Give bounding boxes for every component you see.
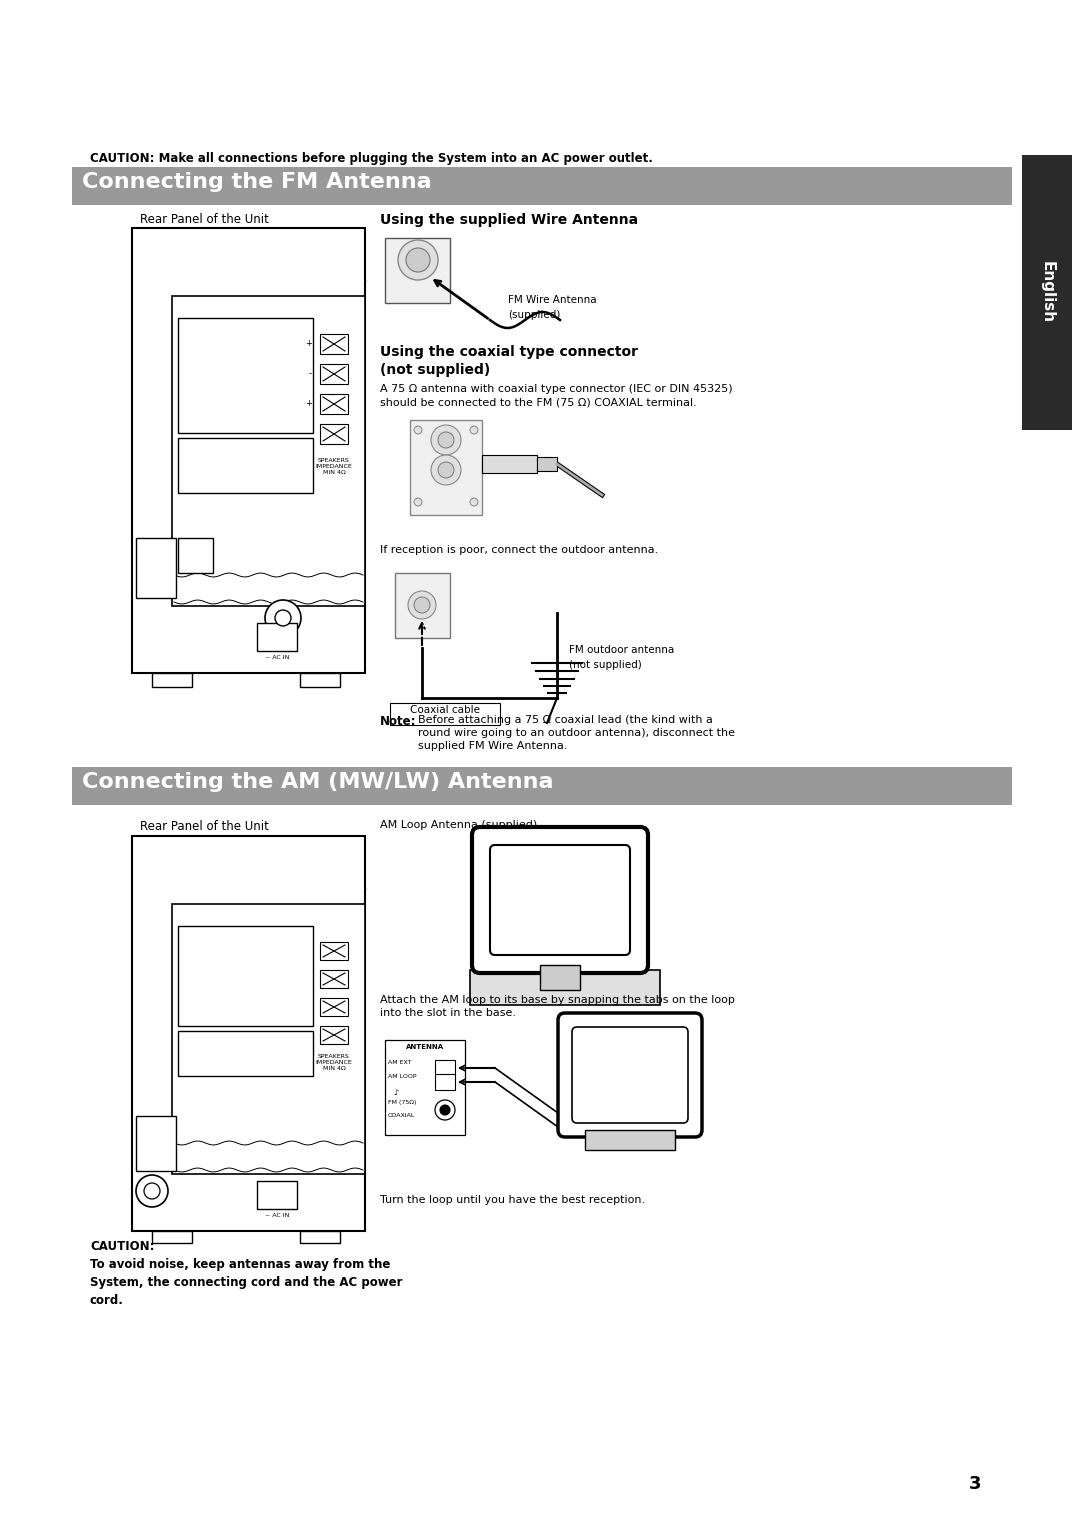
Bar xyxy=(172,904,365,1174)
Circle shape xyxy=(431,456,461,485)
Text: FM Wire Antenna: FM Wire Antenna xyxy=(508,295,596,304)
Text: COAXIAL: COAXIAL xyxy=(388,1113,416,1118)
Text: (not supplied): (not supplied) xyxy=(569,661,642,670)
Text: AM LOOP: AM LOOP xyxy=(388,1073,417,1079)
Text: AM Loop Antenna (supplied): AM Loop Antenna (supplied) xyxy=(380,820,537,830)
Bar xyxy=(482,456,537,472)
Bar xyxy=(384,239,450,303)
Circle shape xyxy=(275,610,291,625)
Bar xyxy=(320,1026,348,1044)
Circle shape xyxy=(470,427,478,434)
Bar xyxy=(72,167,1012,205)
Bar xyxy=(435,1060,455,1076)
Text: ~ AC IN: ~ AC IN xyxy=(265,1212,289,1219)
Text: Connecting the FM Antenna: Connecting the FM Antenna xyxy=(82,171,432,193)
Circle shape xyxy=(414,596,430,613)
Bar xyxy=(72,768,1012,804)
Text: ANTENNA: ANTENNA xyxy=(406,1044,444,1050)
Bar xyxy=(320,424,348,443)
Bar xyxy=(152,673,192,687)
Bar xyxy=(320,998,348,1015)
Text: Note:: Note: xyxy=(380,716,417,728)
Bar xyxy=(152,1231,192,1243)
Text: To avoid noise, keep antennas away from the
System, the connecting cord and the : To avoid noise, keep antennas away from … xyxy=(90,1258,403,1307)
Bar xyxy=(178,927,313,1026)
Circle shape xyxy=(438,433,454,448)
Bar xyxy=(136,1116,176,1171)
Text: -: - xyxy=(309,430,312,439)
Circle shape xyxy=(435,1099,455,1121)
Text: 3: 3 xyxy=(969,1475,982,1492)
Circle shape xyxy=(265,599,301,636)
Text: Turn the loop until you have the best reception.: Turn the loop until you have the best re… xyxy=(380,1196,645,1205)
Bar xyxy=(178,318,313,433)
Text: (supplied): (supplied) xyxy=(508,310,561,320)
Text: English: English xyxy=(1039,261,1054,323)
FancyBboxPatch shape xyxy=(572,1027,688,1122)
Circle shape xyxy=(470,498,478,506)
Text: SPEAKERS
IMPEDANCE
MIN 4Ω: SPEAKERS IMPEDANCE MIN 4Ω xyxy=(315,459,352,476)
Text: CAUTION: Make all connections before plugging the System into an AC power outlet: CAUTION: Make all connections before plu… xyxy=(90,151,653,165)
Bar xyxy=(320,333,348,355)
Text: Rear Panel of the Unit: Rear Panel of the Unit xyxy=(140,213,269,226)
Text: Rear Panel of the Unit: Rear Panel of the Unit xyxy=(140,820,269,833)
Text: Before attaching a 75 Ω coaxial lead (the kind with a
round wire going to an out: Before attaching a 75 Ω coaxial lead (th… xyxy=(418,716,735,751)
Circle shape xyxy=(414,427,422,434)
Text: Coaxial cable: Coaxial cable xyxy=(410,705,480,716)
Circle shape xyxy=(438,462,454,479)
Text: If reception is poor, connect the outdoor antenna.: If reception is poor, connect the outdoo… xyxy=(380,544,658,555)
Bar xyxy=(320,942,348,960)
Bar xyxy=(390,703,500,725)
Circle shape xyxy=(406,248,430,272)
Text: (not supplied): (not supplied) xyxy=(380,362,490,378)
Bar xyxy=(320,364,348,384)
Text: AM EXT: AM EXT xyxy=(388,1060,411,1066)
Bar xyxy=(257,622,297,651)
Bar xyxy=(172,297,365,605)
Text: Connecting the AM (MW/LW) Antenna: Connecting the AM (MW/LW) Antenna xyxy=(82,772,554,792)
Bar xyxy=(178,1031,313,1076)
Circle shape xyxy=(144,1183,160,1199)
Circle shape xyxy=(408,592,436,619)
FancyBboxPatch shape xyxy=(558,1014,702,1138)
Bar xyxy=(300,1231,340,1243)
Text: Using the coaxial type connector: Using the coaxial type connector xyxy=(380,346,638,359)
Text: +: + xyxy=(306,339,312,349)
Text: SPEAKERS
IMPEDANCE
MIN 4Ω: SPEAKERS IMPEDANCE MIN 4Ω xyxy=(315,1053,352,1072)
Text: Attach the AM loop to its base by snapping the tabs on the loop
into the slot in: Attach the AM loop to its base by snappi… xyxy=(380,995,734,1018)
Text: -: - xyxy=(309,370,312,379)
Bar xyxy=(132,836,365,1231)
Circle shape xyxy=(440,1105,450,1115)
Circle shape xyxy=(431,425,461,456)
Text: ~ AC IN: ~ AC IN xyxy=(265,654,289,661)
Bar xyxy=(537,457,557,471)
Bar xyxy=(132,228,365,673)
Bar xyxy=(320,969,348,988)
Bar xyxy=(384,1040,465,1135)
FancyBboxPatch shape xyxy=(472,827,648,972)
Bar xyxy=(257,1180,297,1209)
Bar xyxy=(300,673,340,687)
Bar xyxy=(540,965,580,989)
Text: Using the supplied Wire Antenna: Using the supplied Wire Antenna xyxy=(380,213,638,226)
Text: ♪: ♪ xyxy=(393,1089,399,1096)
Text: FM (75Ω): FM (75Ω) xyxy=(388,1099,417,1105)
Bar xyxy=(410,420,482,515)
Bar xyxy=(1022,154,1072,430)
Bar xyxy=(320,394,348,414)
Bar xyxy=(470,969,660,1005)
Circle shape xyxy=(136,1174,168,1206)
Bar xyxy=(136,538,176,598)
Text: A 75 Ω antenna with coaxial type connector (IEC or DIN 45325)
should be connecte: A 75 Ω antenna with coaxial type connect… xyxy=(380,384,732,408)
Circle shape xyxy=(399,240,438,280)
Bar xyxy=(178,437,313,492)
Bar xyxy=(178,538,213,573)
Bar xyxy=(585,1130,675,1150)
FancyBboxPatch shape xyxy=(490,846,630,956)
Text: +: + xyxy=(306,399,312,408)
Bar xyxy=(395,573,450,638)
Bar xyxy=(435,1073,455,1090)
Circle shape xyxy=(414,498,422,506)
Text: FM outdoor antenna: FM outdoor antenna xyxy=(569,645,674,654)
Text: CAUTION:: CAUTION: xyxy=(90,1240,154,1252)
